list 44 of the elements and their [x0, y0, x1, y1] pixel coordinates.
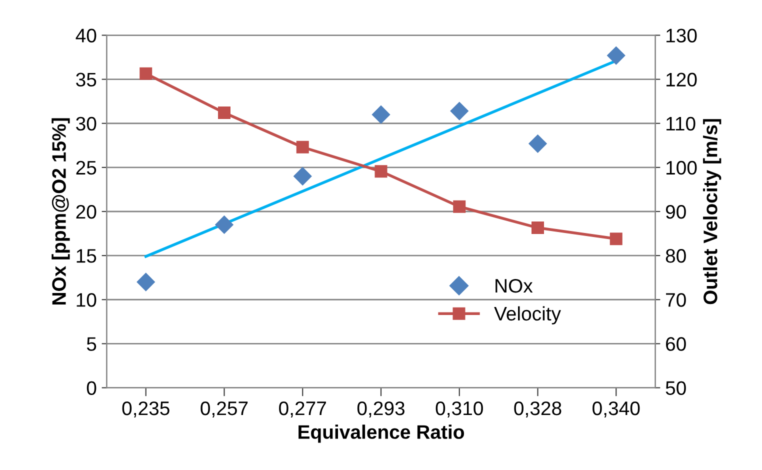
y-tick-label: 35 [76, 72, 96, 87]
legend-label: NOx [496, 278, 533, 293]
y2-tick-label: 120 [666, 72, 697, 87]
y-tick-label: 30 [76, 116, 96, 131]
y2-tick-label: 60 [666, 337, 686, 351]
x-tick-label: 0,293 [357, 401, 404, 418]
point [293, 166, 312, 186]
y-tick-label: 0 [86, 381, 96, 395]
point [606, 46, 626, 65]
point [218, 106, 230, 120]
point [528, 134, 548, 153]
point [450, 102, 469, 120]
y-tick-label: 20 [76, 204, 96, 219]
x-tick-label: 0,310 [436, 401, 483, 418]
y2-axis-title: Outlet Velocity [m/s] [703, 119, 722, 304]
y2-tick-label: 80 [666, 249, 686, 263]
y2-tick-label: 130 [666, 28, 697, 42]
y-axis-title: NOx [ppm@O2 15%] [52, 118, 70, 304]
x-tick-label: 0,277 [279, 401, 326, 418]
point [372, 105, 390, 124]
point [374, 165, 388, 178]
y-tick-label: 25 [76, 160, 96, 175]
point [610, 232, 622, 246]
y2-tick-label: 100 [666, 160, 697, 175]
y-tick-label: 5 [86, 337, 96, 351]
y2-tick-label: 110 [666, 116, 696, 131]
x-tick-label: 0,235 [122, 401, 170, 418]
point [296, 140, 309, 154]
point [453, 200, 466, 213]
y-tick-label: 15 [76, 249, 96, 263]
point [140, 67, 152, 80]
x-tick-label: 0,257 [200, 401, 248, 418]
x-tick-label: 0,340 [592, 401, 640, 418]
y2-tick-label: 50 [666, 381, 686, 395]
legend-label: Velocity [494, 306, 561, 324]
x-axis-title: Equivalence Ratio [298, 424, 464, 443]
x-tick-label: 0,328 [514, 401, 562, 418]
point [532, 222, 544, 234]
y-tick-label: 10 [76, 293, 96, 307]
point [136, 272, 156, 292]
y2-tick-label: 70 [666, 293, 686, 307]
y-tick-label: 40 [76, 28, 96, 42]
y2-tick-label: 90 [666, 204, 686, 219]
point [214, 215, 234, 234]
